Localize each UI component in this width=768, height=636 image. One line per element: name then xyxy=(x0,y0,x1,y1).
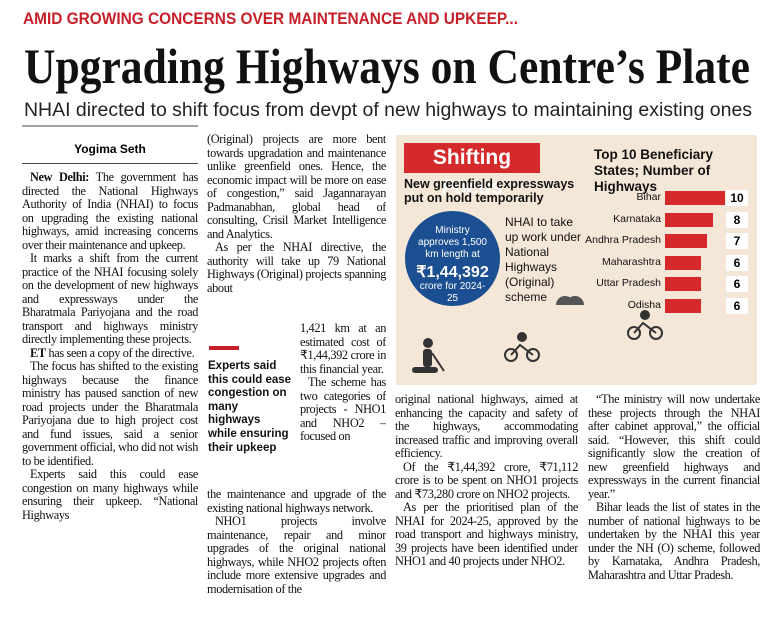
bar xyxy=(665,277,701,291)
column: 1,421 km at an estimated cost of ₹1,44,3… xyxy=(300,322,386,488)
paragraph-text: Experts said this could ease congestion … xyxy=(22,467,198,522)
header: AMID GROWING CONCERNS OVER MAINTENANCE A… xyxy=(22,9,752,127)
bar xyxy=(665,234,707,248)
infographic: Shifting Focus New greenfield expressway… xyxy=(396,135,757,385)
dateline: New Delhi: xyxy=(30,171,90,184)
value-label: 10 xyxy=(726,190,748,206)
value-label: 6 xyxy=(726,276,748,292)
circle: Ministry approves 1,500 km length at ₹1,… xyxy=(405,211,500,306)
column: the maintenance and upgrade of the exist… xyxy=(207,488,386,633)
bar-label: Karnataka xyxy=(613,212,661,225)
note-bold: New greenfield xyxy=(404,177,493,191)
chart-title: Top 10 Beneficiary States; Number of Hig… xyxy=(594,147,714,194)
bar xyxy=(665,212,713,227)
illustration xyxy=(412,296,663,373)
paragraph-text: The scheme has two categories of project… xyxy=(300,375,386,443)
paragraph: As per the NHAI directive, the authority… xyxy=(207,240,386,295)
paragraph-text: has seen a copy of the directive. xyxy=(45,345,195,360)
byline: Yogima Seth xyxy=(74,142,146,156)
worker-icon xyxy=(412,338,445,373)
paragraph-text: Of the ₹1,44,392 crore, ₹71,112 crore is… xyxy=(395,459,578,501)
circle-line: crore for 2024-25 xyxy=(419,281,486,304)
bar xyxy=(665,191,725,205)
bar-label: Uttar Pradesh xyxy=(596,277,661,289)
nhai-note: NHAI to take up work under National High… xyxy=(505,215,582,304)
column: (Original) projects are more bent toward… xyxy=(207,133,386,323)
paragraph-text: Bihar leads the list of states in the nu… xyxy=(588,500,760,582)
paragraph-text: The focus has shifted to the existing hi… xyxy=(22,359,198,468)
paragraph-text: The government has directed the National… xyxy=(22,171,198,252)
pullquote: Experts said this could ease congestion … xyxy=(208,360,292,454)
bar-label: Bihar xyxy=(636,191,661,203)
paragraph: Of the ₹1,44,392 crore, ₹71,112 crore is… xyxy=(395,459,578,502)
pullquote-rule xyxy=(209,346,239,350)
column: “The ministry will now undertake these p… xyxy=(588,393,760,633)
paragraph-text: “The ministry will now undertake these p… xyxy=(588,393,760,501)
column: New Delhi: The government has directed t… xyxy=(22,171,198,633)
paragraph-text: 1,421 km at an estimated cost of ₹1,44,3… xyxy=(300,322,386,376)
subheadline: NHAI directed to shift focus from devpt … xyxy=(24,100,752,121)
paragraph: (Original) projects are more bent toward… xyxy=(207,133,386,241)
byline-rule xyxy=(22,163,198,164)
bar-label: Odisha xyxy=(627,298,661,311)
value-label: 6 xyxy=(726,254,748,271)
paragraph-text: As per the prioritised plan of the NHAI … xyxy=(395,500,578,568)
paragraph-text: the maintenance and upgrade of the exist… xyxy=(207,488,386,515)
paragraph: NHO1 projects involve maintenance, repai… xyxy=(207,514,386,596)
paragraph: As per the prioritised plan of the NHAI … xyxy=(395,500,578,569)
paragraph: The focus has shifted to the existing hi… xyxy=(22,359,198,468)
value-label: 7 xyxy=(726,233,748,249)
circle-amount: ₹1,44,392 xyxy=(416,264,489,281)
paragraph: “The ministry will now undertake these p… xyxy=(588,393,760,501)
paragraph: New Delhi: The government has directed t… xyxy=(22,171,198,252)
note: expressways put on hold temporarily xyxy=(404,177,575,205)
paragraph-text: It marks a shift from the current practi… xyxy=(22,251,198,346)
bar-label: Maharashtra xyxy=(602,255,661,268)
paragraph: The scheme has two categories of project… xyxy=(300,375,386,444)
value-label: 8 xyxy=(726,211,748,228)
helmet-icon xyxy=(556,296,584,305)
bar xyxy=(665,255,701,270)
paragraph: original national highways, aimed at enh… xyxy=(395,393,578,461)
paragraph-text: As per the NHAI directive, the authority… xyxy=(207,240,386,295)
paragraph: Experts said this could ease congestion … xyxy=(22,467,198,522)
paragraph: the maintenance and upgrade of the exist… xyxy=(207,488,386,515)
paragraph: 1,421 km at an estimated cost of ₹1,44,3… xyxy=(300,322,386,376)
dateline: ET xyxy=(30,345,46,360)
paragraph-text: NHO1 projects involve maintenance, repai… xyxy=(207,514,386,596)
bike-icon xyxy=(627,310,663,340)
value-label: 6 xyxy=(726,297,748,314)
headline: Upgrading Highways on Centre’s Plate xyxy=(24,38,750,94)
bar xyxy=(665,298,701,313)
paragraph: Bihar leads the list of states in the nu… xyxy=(588,500,760,582)
bike-icon xyxy=(504,332,540,362)
paragraph-text: original national highways, aimed at enh… xyxy=(395,393,578,460)
column: original national highways, aimed at enh… xyxy=(395,393,578,633)
kicker: AMID GROWING CONCERNS OVER MAINTENANCE A… xyxy=(23,9,518,28)
bar-label: Andhra Pradesh xyxy=(585,234,661,246)
paragraph-text: (Original) projects are more bent toward… xyxy=(207,133,386,241)
paragraph: It marks a shift from the current practi… xyxy=(22,251,198,347)
paragraph: ET has seen a copy of the directive. xyxy=(22,345,198,361)
infographic-title: Shifting Focus xyxy=(404,143,540,199)
circle-line: Ministry approves 1,500 km length at xyxy=(418,225,487,260)
